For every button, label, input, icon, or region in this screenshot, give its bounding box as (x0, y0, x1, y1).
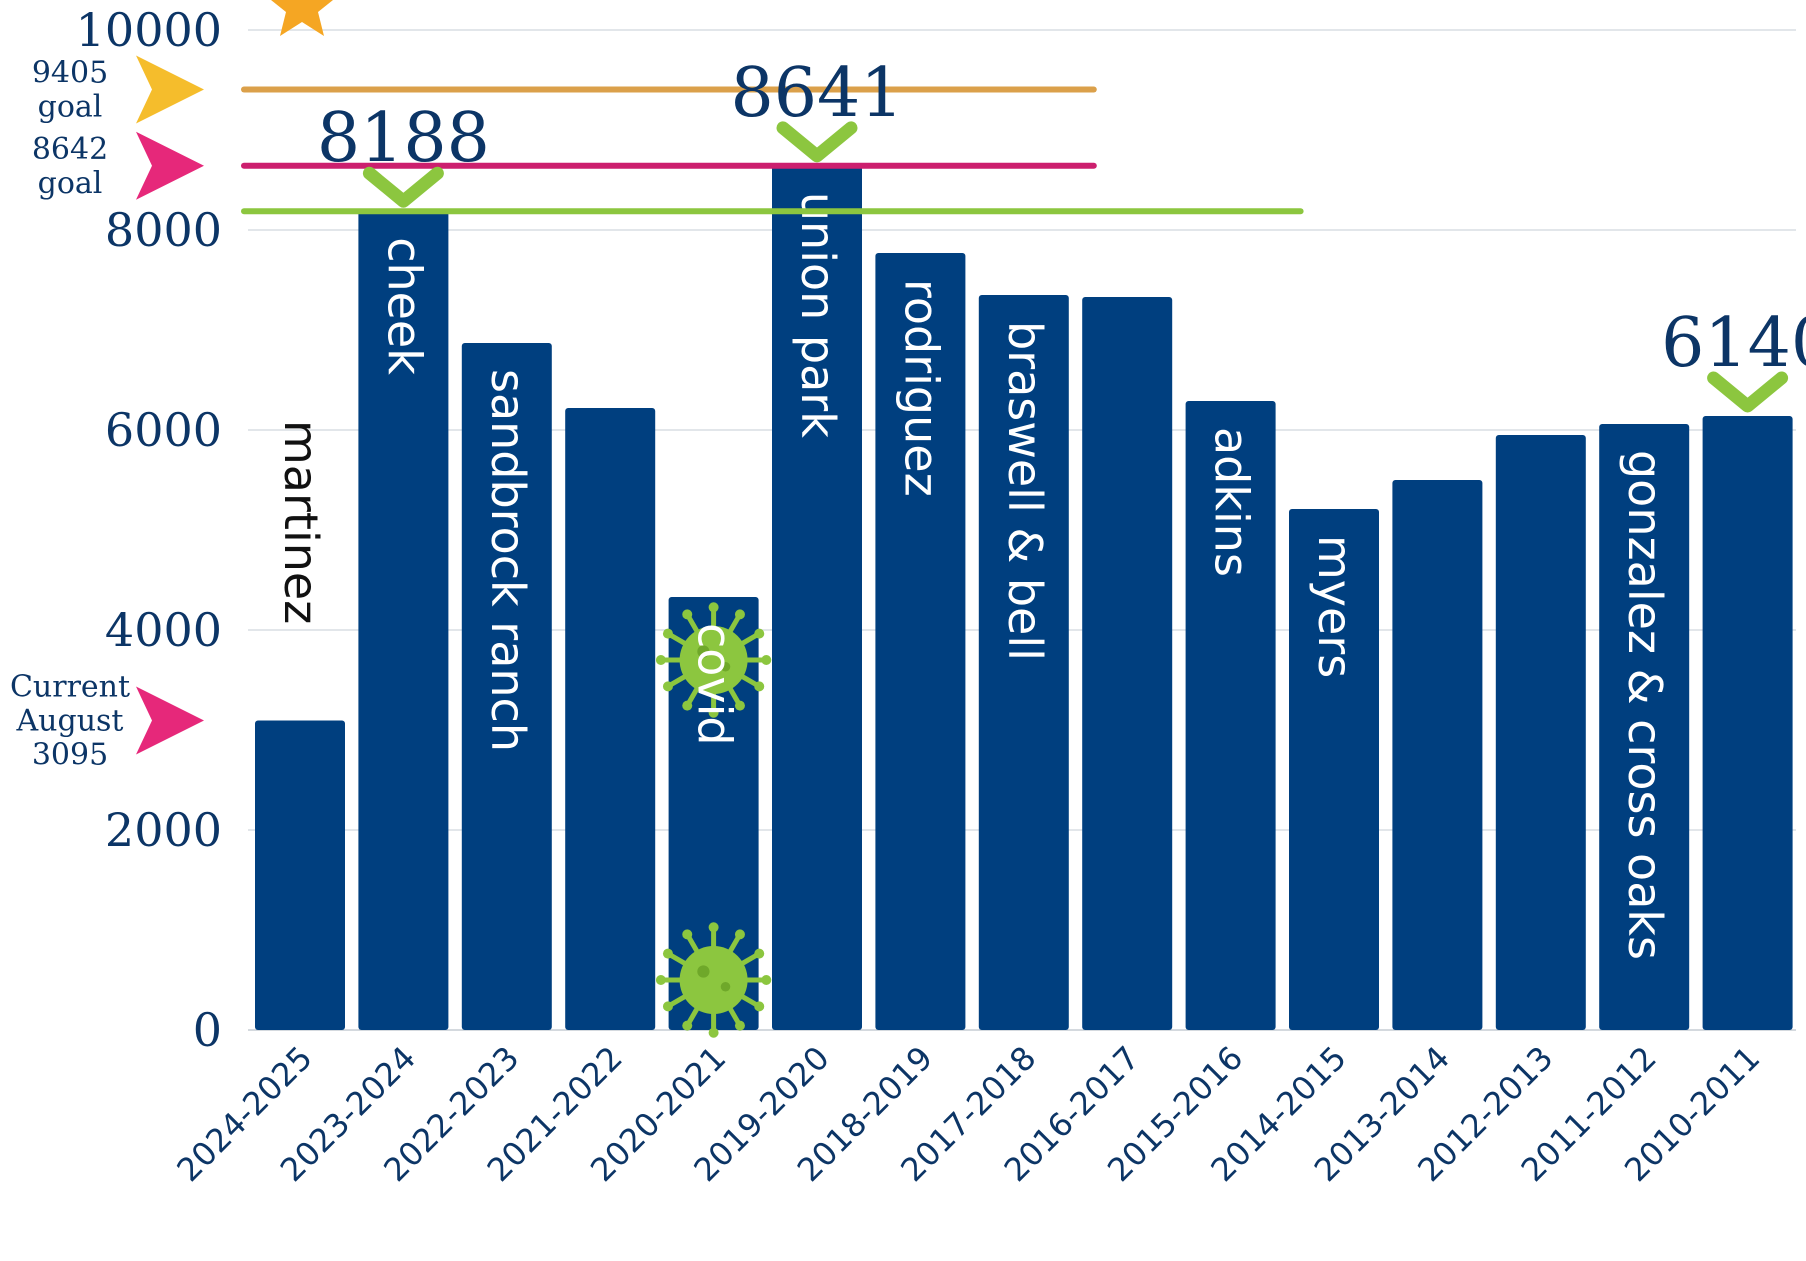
bar-label: adkins (1205, 427, 1259, 577)
virus-spike-tip (754, 948, 765, 959)
virus-spike-tip (662, 681, 673, 692)
virus-spike-tip (708, 602, 719, 613)
virus-spike-tip (754, 1001, 765, 1012)
virus-body (679, 626, 748, 694)
bar-label: gonzalez & cross oaks (1618, 450, 1672, 960)
bar (875, 253, 966, 1030)
virus-spike-tip (682, 1020, 693, 1031)
side-annotation-text: 8642 (32, 132, 108, 167)
arrow-icon (136, 55, 204, 124)
y-tick-label: 0 (193, 1003, 222, 1057)
arrow-icon (136, 686, 204, 755)
virus-spike-tip (655, 975, 666, 985)
virus-spot (720, 662, 731, 672)
virus-spike-tip (662, 628, 673, 639)
virus-spike-tip (754, 628, 765, 639)
side-annotation-text: August (16, 704, 124, 739)
value-callouts: 8188 8641 6140 (317, 54, 1806, 413)
value-callout: 8188 (317, 99, 490, 178)
y-tick-label: 2000 (105, 803, 222, 857)
virus-spike-tip (734, 609, 745, 620)
virus-icon (655, 922, 772, 1038)
bar (772, 165, 862, 1030)
virus-spike-tip (761, 655, 772, 665)
bar (1702, 416, 1793, 1030)
value-callout: 6140 (1661, 304, 1806, 383)
bar (1599, 424, 1690, 1030)
side-annotation-text: 3095 (32, 738, 108, 773)
virus-spike-tip (708, 922, 719, 933)
bar (358, 211, 449, 1030)
virus-spike-tip (662, 948, 673, 959)
bar-label: myers (1308, 535, 1362, 678)
bar (1495, 435, 1586, 1030)
virus-spike-tip (682, 929, 693, 940)
bar (255, 720, 345, 1030)
virus-spike-tip (754, 681, 765, 692)
virus-spike-tip (761, 975, 772, 985)
bar (565, 408, 656, 1030)
virus-spot (697, 645, 710, 658)
bar (1185, 401, 1276, 1030)
virus-spot (697, 965, 710, 978)
bar-label: rodriguez (894, 279, 948, 497)
bar-label: sandbrock ranch (481, 369, 535, 752)
check-icon (362, 166, 444, 208)
bar-label: cheek (377, 237, 431, 375)
virus-spike-tip (655, 655, 666, 665)
check-icon (776, 121, 858, 163)
side-annotation-text: goal (38, 166, 103, 201)
virus-spike-tip (734, 1020, 745, 1031)
bar-label: covid (688, 623, 742, 746)
virus-spike-tip (734, 700, 745, 711)
bar-label: union park (791, 192, 845, 438)
goal-lines (241, 86, 1304, 215)
virus-icon (655, 602, 772, 718)
virus-spike-tip (662, 1001, 673, 1012)
y-tick-label: 8000 (105, 203, 222, 257)
bar (461, 343, 552, 1030)
bar (1289, 509, 1379, 1030)
bar (1392, 480, 1483, 1030)
side-annotation-text: Current (10, 670, 130, 705)
y-tick-label: 6000 (105, 403, 222, 457)
star-icon (271, 0, 333, 36)
y-tick-label: 4000 (105, 603, 222, 657)
side-annotation-text: 9405 (32, 56, 108, 91)
x-axis-ticks: 2024-20252023-20242022-20232021-20222020… (169, 1039, 1767, 1189)
virus-spike-tip (708, 1027, 719, 1038)
bar-label: braswell & bell (998, 321, 1052, 661)
virus-spike-tip (708, 707, 719, 718)
bar-label: martinez (274, 420, 328, 624)
bar (978, 295, 1069, 1030)
side-annotation-text: goal (38, 90, 103, 125)
y-axis-ticks: 0 2000 4000 6000 8000 10000 (76, 3, 222, 1057)
virus-spike-tip (682, 700, 693, 711)
value-callout: 8641 (730, 54, 903, 133)
virus-spike-tip (682, 609, 693, 620)
virus-spike-tip (734, 929, 745, 940)
virus-body (679, 946, 748, 1014)
y-tick-label: 10000 (76, 3, 222, 57)
arrow-icon (136, 131, 204, 200)
bars (255, 165, 1793, 1030)
check-icon (1707, 371, 1789, 413)
bar (1082, 297, 1173, 1030)
decorations (655, 602, 772, 1038)
virus-spot (720, 982, 731, 992)
bar-labels: martinez cheek sandbrock ranch covid union p… (274, 192, 1672, 960)
